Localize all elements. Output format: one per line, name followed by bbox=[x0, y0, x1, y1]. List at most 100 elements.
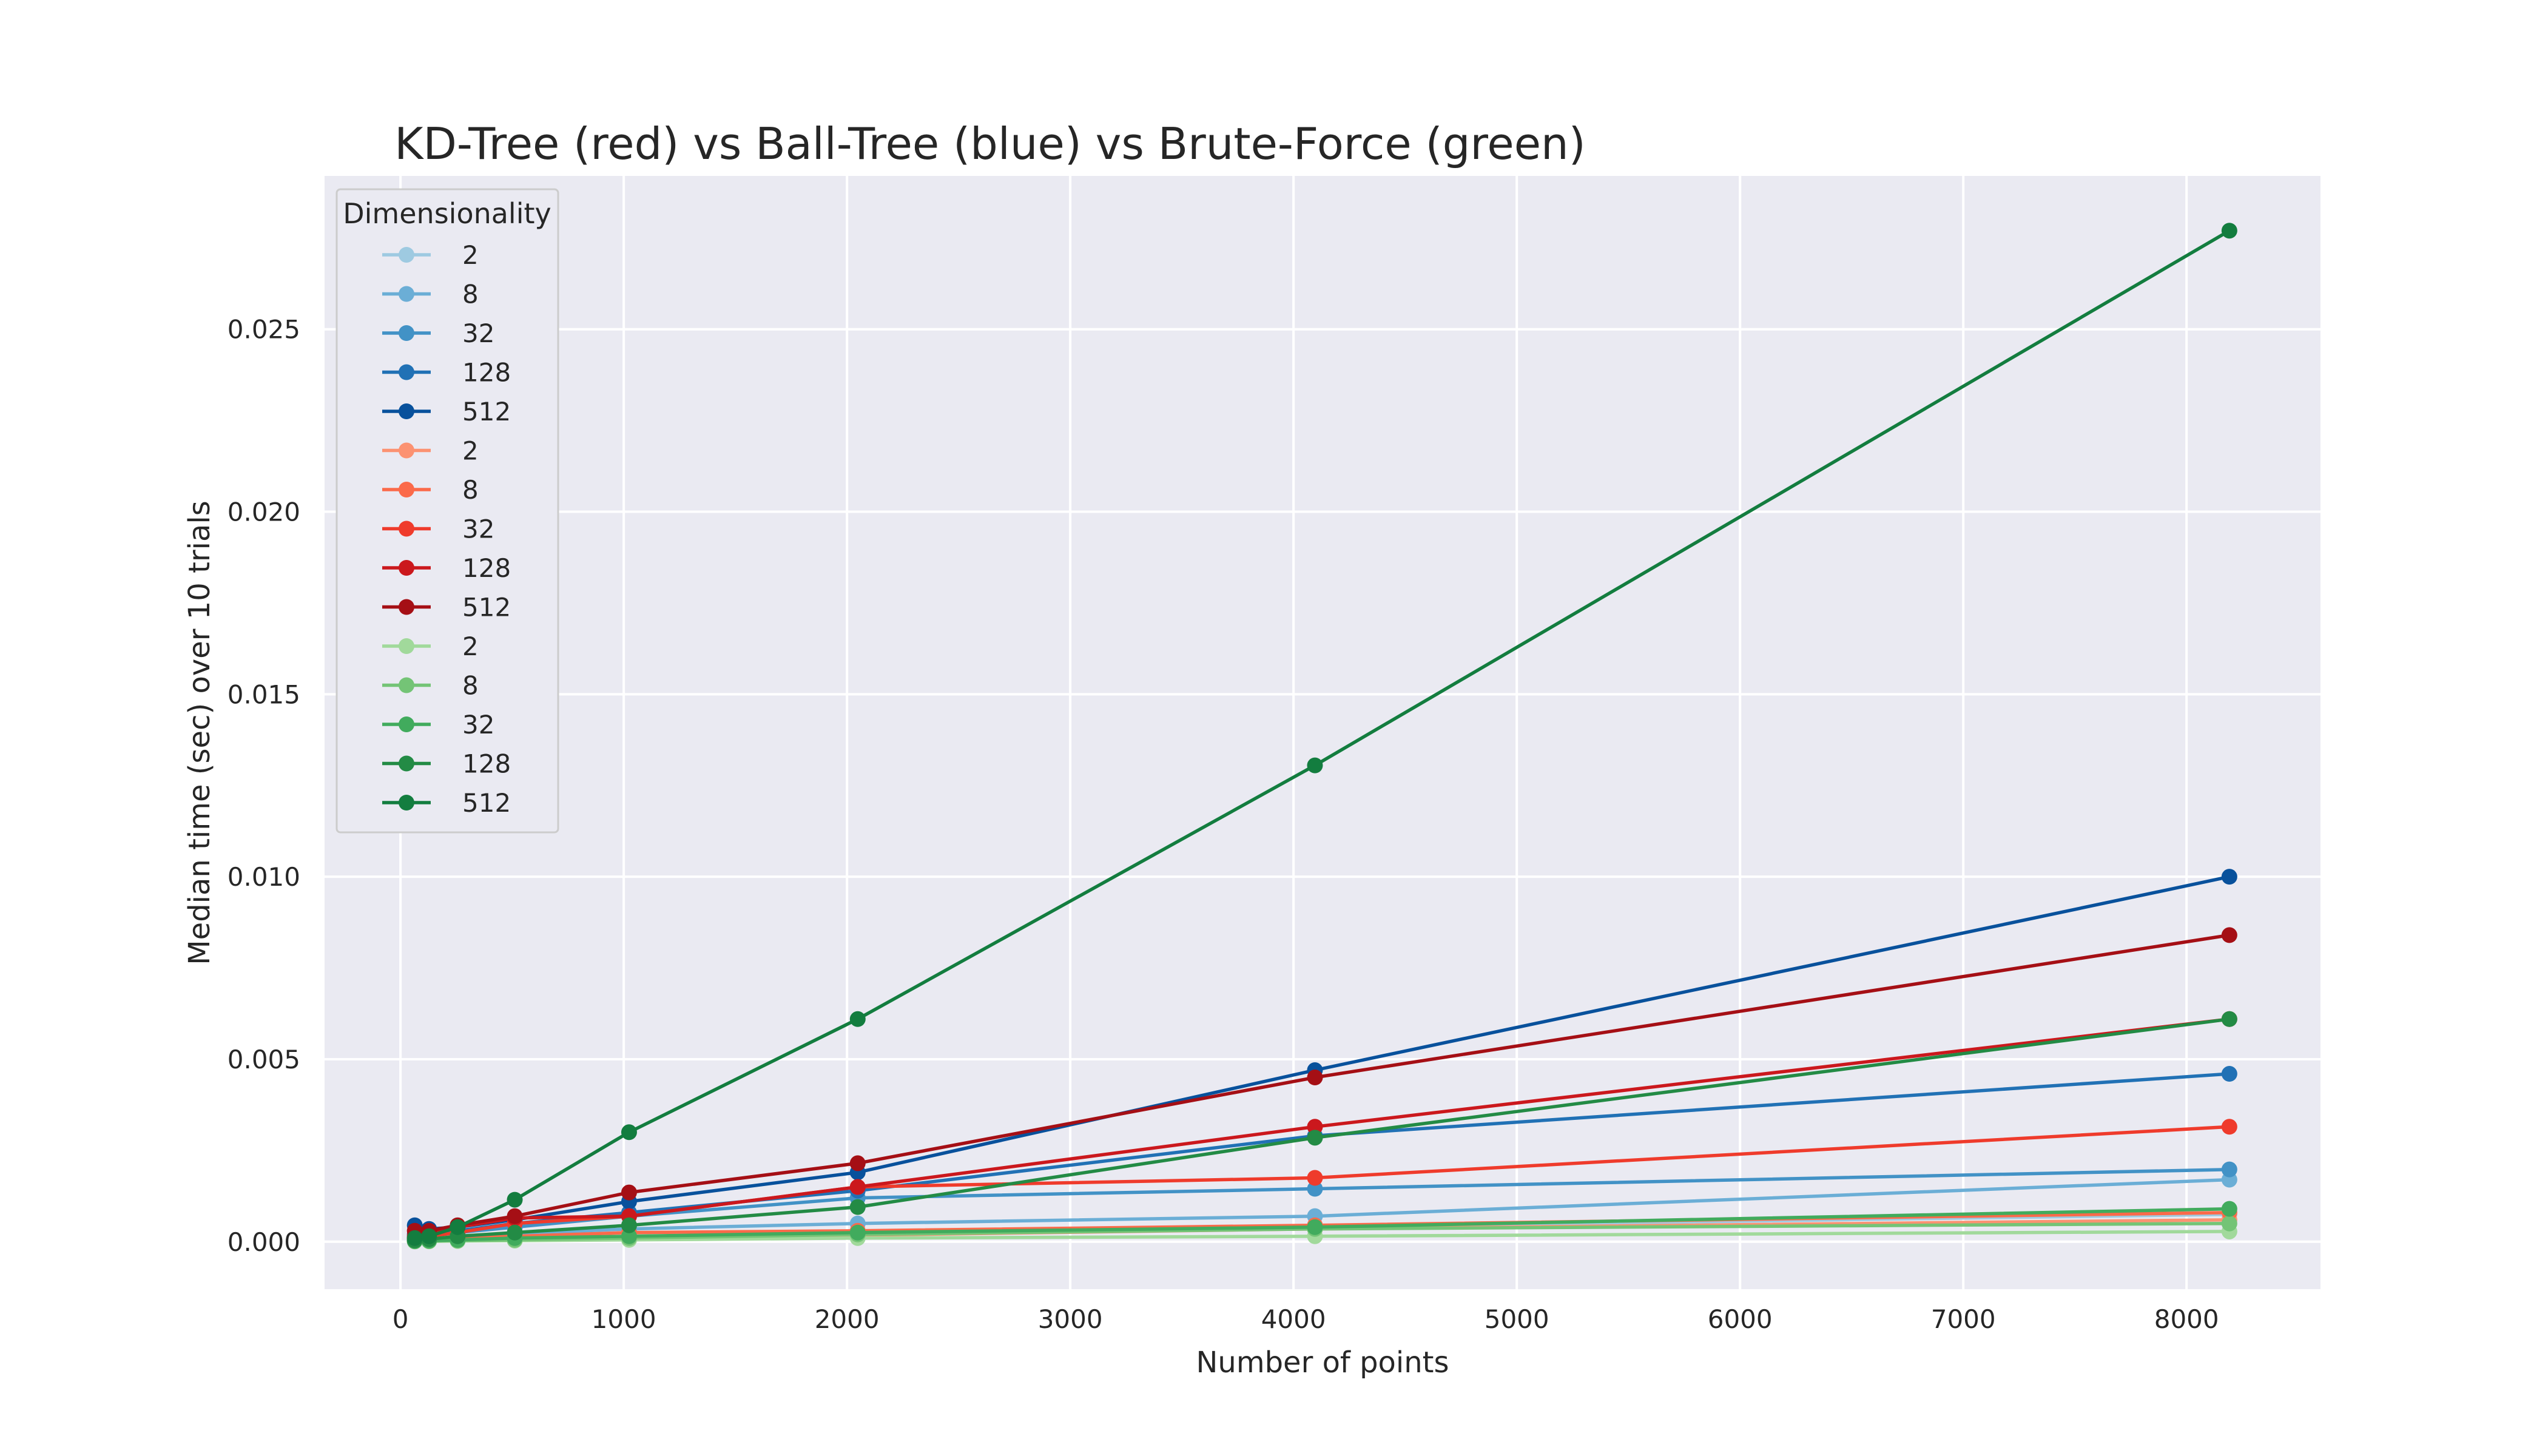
legend-label-5: 2 bbox=[462, 436, 479, 466]
legend-swatch-marker-1 bbox=[399, 286, 414, 302]
series-14-point-5 bbox=[849, 1011, 866, 1027]
series-9-point-3 bbox=[507, 1208, 523, 1224]
legend-label-9: 512 bbox=[462, 593, 511, 622]
legend-item-4: 512 bbox=[382, 397, 511, 426]
x-tick-label-6: 6000 bbox=[1708, 1304, 1773, 1334]
legend: Dimensionality 2 8 32 128 512 2 8 32 128 512 2 8 32 1… bbox=[335, 188, 559, 834]
x-tick-label-1: 1000 bbox=[592, 1304, 656, 1334]
y-axis-label: Median time (sec) over 10 trials bbox=[183, 500, 217, 965]
legend-label-7: 32 bbox=[462, 514, 494, 544]
legend-item-11: 8 bbox=[382, 671, 479, 701]
legend-swatch-marker-12 bbox=[399, 716, 414, 732]
series-3-point-7 bbox=[2221, 1066, 2237, 1082]
y-tick-label-2: 0.010 bbox=[228, 862, 300, 892]
legend-label-4: 512 bbox=[462, 397, 511, 426]
y-tick-label-5: 0.025 bbox=[228, 315, 300, 345]
series-8-point-6 bbox=[1307, 1119, 1323, 1135]
series-9-point-7 bbox=[2221, 927, 2237, 943]
legend-swatch-marker-9 bbox=[399, 599, 414, 615]
series-7-point-6 bbox=[1307, 1170, 1323, 1186]
legend-swatch-marker-11 bbox=[399, 677, 414, 693]
x-axis-ticks: 0 1000 2000 3000 4000 5000 6000 7000 8000 bbox=[393, 1304, 2219, 1334]
legend-label-12: 32 bbox=[462, 710, 494, 740]
series-13-point-5 bbox=[849, 1199, 866, 1215]
legend-swatch-marker-5 bbox=[399, 442, 414, 459]
y-tick-label-1: 0.005 bbox=[228, 1045, 300, 1074]
gridlines bbox=[325, 176, 2320, 1289]
legend-label-14: 512 bbox=[462, 788, 511, 818]
legend-swatch-marker-10 bbox=[399, 638, 414, 654]
legend-swatch-marker-6 bbox=[399, 482, 414, 497]
legend-label-6: 8 bbox=[462, 475, 479, 505]
x-tick-label-2: 2000 bbox=[815, 1304, 880, 1334]
series-12-point-6 bbox=[1307, 1219, 1323, 1235]
legend-item-10: 2 bbox=[382, 632, 479, 661]
legend-item-13: 128 bbox=[382, 749, 511, 779]
legend-swatch-marker-8 bbox=[399, 560, 414, 576]
legend-label-8: 128 bbox=[462, 553, 511, 583]
legend-item-1: 8 bbox=[382, 280, 479, 309]
series-9-point-5 bbox=[849, 1155, 866, 1171]
series-14-point-0 bbox=[406, 1230, 423, 1246]
legend-swatch-marker-14 bbox=[399, 795, 414, 811]
x-tick-label-4: 4000 bbox=[1261, 1304, 1326, 1334]
legend-swatch-marker-4 bbox=[399, 403, 414, 419]
y-tick-label-0: 0.000 bbox=[228, 1227, 300, 1257]
legend-swatch-marker-7 bbox=[399, 521, 414, 537]
legend-label-2: 32 bbox=[462, 318, 494, 348]
legend-item-8: 128 bbox=[382, 553, 511, 583]
series-14 bbox=[406, 223, 2237, 1246]
series-14-point-1 bbox=[421, 1228, 437, 1244]
series-4-point-7 bbox=[2221, 869, 2237, 885]
series-14-point-4 bbox=[621, 1124, 637, 1141]
series-2-point-7 bbox=[2221, 1161, 2237, 1178]
legend-swatch-marker-3 bbox=[399, 364, 414, 380]
series-14-point-7 bbox=[2221, 223, 2237, 239]
x-tick-label-5: 5000 bbox=[1485, 1304, 1549, 1334]
legend-item-3: 128 bbox=[382, 358, 511, 388]
legend-item-7: 32 bbox=[382, 514, 494, 544]
chart-title: KD-Tree (red) vs Ball-Tree (blue) vs Bru… bbox=[394, 118, 1585, 169]
series-14-point-6 bbox=[1307, 757, 1323, 774]
series-11-point-7 bbox=[2221, 1215, 2237, 1232]
legend-label-3: 128 bbox=[462, 358, 511, 388]
series-9-point-6 bbox=[1307, 1070, 1323, 1086]
x-tick-label-3: 3000 bbox=[1038, 1304, 1103, 1334]
legend-item-0: 2 bbox=[382, 240, 479, 270]
series-9-point-4 bbox=[621, 1184, 637, 1201]
series-12-point-5 bbox=[849, 1224, 866, 1241]
series-12-point-7 bbox=[2221, 1201, 2237, 1217]
series-7-point-7 bbox=[2221, 1119, 2237, 1135]
legend-item-12: 32 bbox=[382, 710, 494, 740]
legend-swatch-marker-0 bbox=[399, 247, 414, 263]
series-13-point-4 bbox=[621, 1217, 637, 1233]
legend-label-11: 8 bbox=[462, 671, 479, 701]
legend-label-13: 128 bbox=[462, 749, 511, 779]
legend-item-6: 8 bbox=[382, 475, 479, 505]
series-2-point-6 bbox=[1307, 1181, 1323, 1197]
series-14-point-2 bbox=[450, 1219, 466, 1235]
legend-item-2: 32 bbox=[382, 318, 494, 348]
series-12-point-4 bbox=[621, 1228, 637, 1244]
legend-box bbox=[335, 188, 559, 834]
x-tick-label-7: 7000 bbox=[1931, 1304, 1996, 1334]
series-13-point-7 bbox=[2221, 1011, 2237, 1027]
legend-title: Dimensionality bbox=[343, 197, 551, 230]
x-tick-label-0: 0 bbox=[393, 1304, 409, 1334]
y-tick-label-4: 0.020 bbox=[228, 497, 300, 527]
y-axis-ticks: 0.000 0.005 0.010 0.015 0.020 0.025 bbox=[228, 315, 300, 1257]
x-tick-label-8: 8000 bbox=[2154, 1304, 2219, 1334]
legend-item-14: 512 bbox=[382, 788, 511, 818]
series-14-point-3 bbox=[507, 1191, 523, 1208]
legend-swatch-marker-13 bbox=[399, 755, 414, 772]
legend-swatch-marker-2 bbox=[399, 325, 414, 341]
series-13-point-3 bbox=[507, 1224, 523, 1241]
legend-label-0: 2 bbox=[462, 240, 479, 270]
plot-area bbox=[325, 176, 2320, 1289]
series-8-point-5 bbox=[849, 1179, 866, 1195]
legend-item-5: 2 bbox=[382, 436, 479, 466]
legend-label-1: 8 bbox=[462, 280, 479, 309]
series-layer bbox=[406, 223, 2237, 1250]
legend-label-10: 2 bbox=[462, 632, 479, 661]
